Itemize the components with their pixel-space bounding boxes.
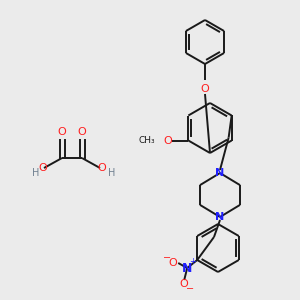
Text: H: H: [108, 168, 116, 178]
Text: −: −: [163, 253, 171, 263]
Text: O: O: [98, 163, 106, 173]
Text: −: −: [186, 284, 194, 294]
Text: +: +: [189, 257, 196, 266]
Text: N: N: [215, 168, 225, 178]
Text: O: O: [180, 279, 189, 289]
Text: O: O: [78, 127, 86, 137]
Text: N: N: [215, 212, 225, 222]
Text: O: O: [169, 258, 178, 268]
Text: N: N: [182, 262, 192, 275]
Text: H: H: [32, 168, 40, 178]
Text: CH₃: CH₃: [139, 136, 155, 145]
Text: O: O: [39, 163, 47, 173]
Text: O: O: [201, 84, 209, 94]
Text: O: O: [58, 127, 66, 137]
Text: O: O: [163, 136, 172, 146]
